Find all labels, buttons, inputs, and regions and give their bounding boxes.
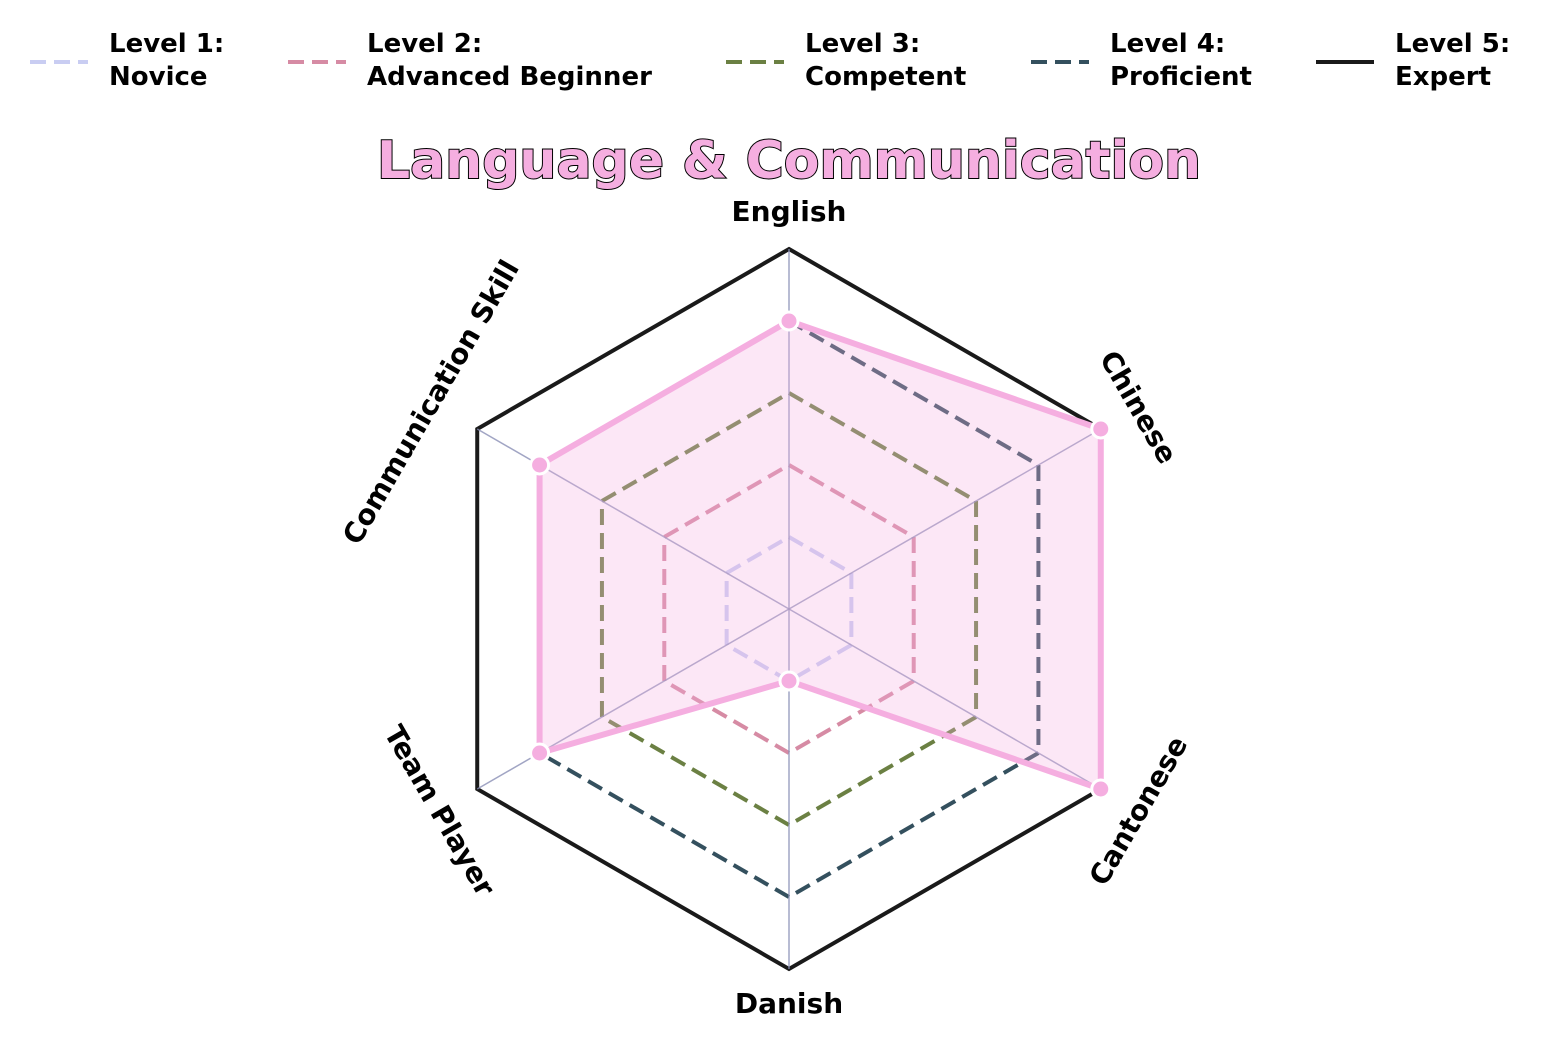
series-layer	[529, 310, 1112, 800]
legend-label-level-1: Level 1:	[109, 29, 224, 59]
legend-sublabel-level-5: Expert	[1395, 62, 1491, 92]
legend-item-level-5: Level 5:Expert	[1316, 29, 1510, 92]
legend-sublabel-level-3: Competent	[805, 62, 966, 92]
legend-sublabel-level-2: Advanced Beginner	[367, 62, 652, 92]
legend-label-level-4: Level 4:	[1110, 29, 1225, 59]
chart-title: Language & Communication	[377, 131, 1201, 191]
data-point-cantonese	[1090, 778, 1112, 800]
legend-sublabel-level-1: Novice	[109, 62, 208, 92]
spoke-cantonese	[788, 608, 1102, 790]
legend-item-level-2: Level 2:Advanced Beginner	[288, 29, 652, 92]
spoke-chinese	[788, 428, 1102, 610]
legend-item-level-3: Level 3:Competent	[726, 29, 966, 92]
axis-label-danish: Danish	[735, 987, 843, 1020]
legend-sublabel-level-4: Proficient	[1110, 62, 1252, 92]
data-point-danish	[778, 670, 800, 692]
spoke-communication-skill	[476, 428, 790, 610]
axis-label-communication-skill: Communication Skill	[336, 254, 526, 550]
axis-label-team-player: Team Player	[377, 720, 501, 902]
legend-item-level-4: Level 4:Proficient	[1031, 29, 1252, 92]
legend-label-level-3: Level 3:	[805, 29, 920, 59]
data-point-team-player	[529, 742, 551, 764]
data-point-communication-skill	[529, 454, 551, 476]
data-point-english	[778, 310, 800, 332]
spoke-team-player	[476, 608, 790, 790]
legend-item-level-1: Level 1:Novice	[30, 29, 224, 92]
axis-spokes	[476, 249, 1102, 969]
series-area	[536, 317, 1104, 794]
data-point-chinese	[1090, 418, 1112, 440]
legend-label-level-5: Level 5:	[1395, 29, 1510, 59]
axis-label-chinese: Chinese	[1093, 345, 1184, 469]
axis-label-english: English	[732, 195, 847, 228]
legend-label-level-2: Level 2:	[367, 29, 482, 59]
